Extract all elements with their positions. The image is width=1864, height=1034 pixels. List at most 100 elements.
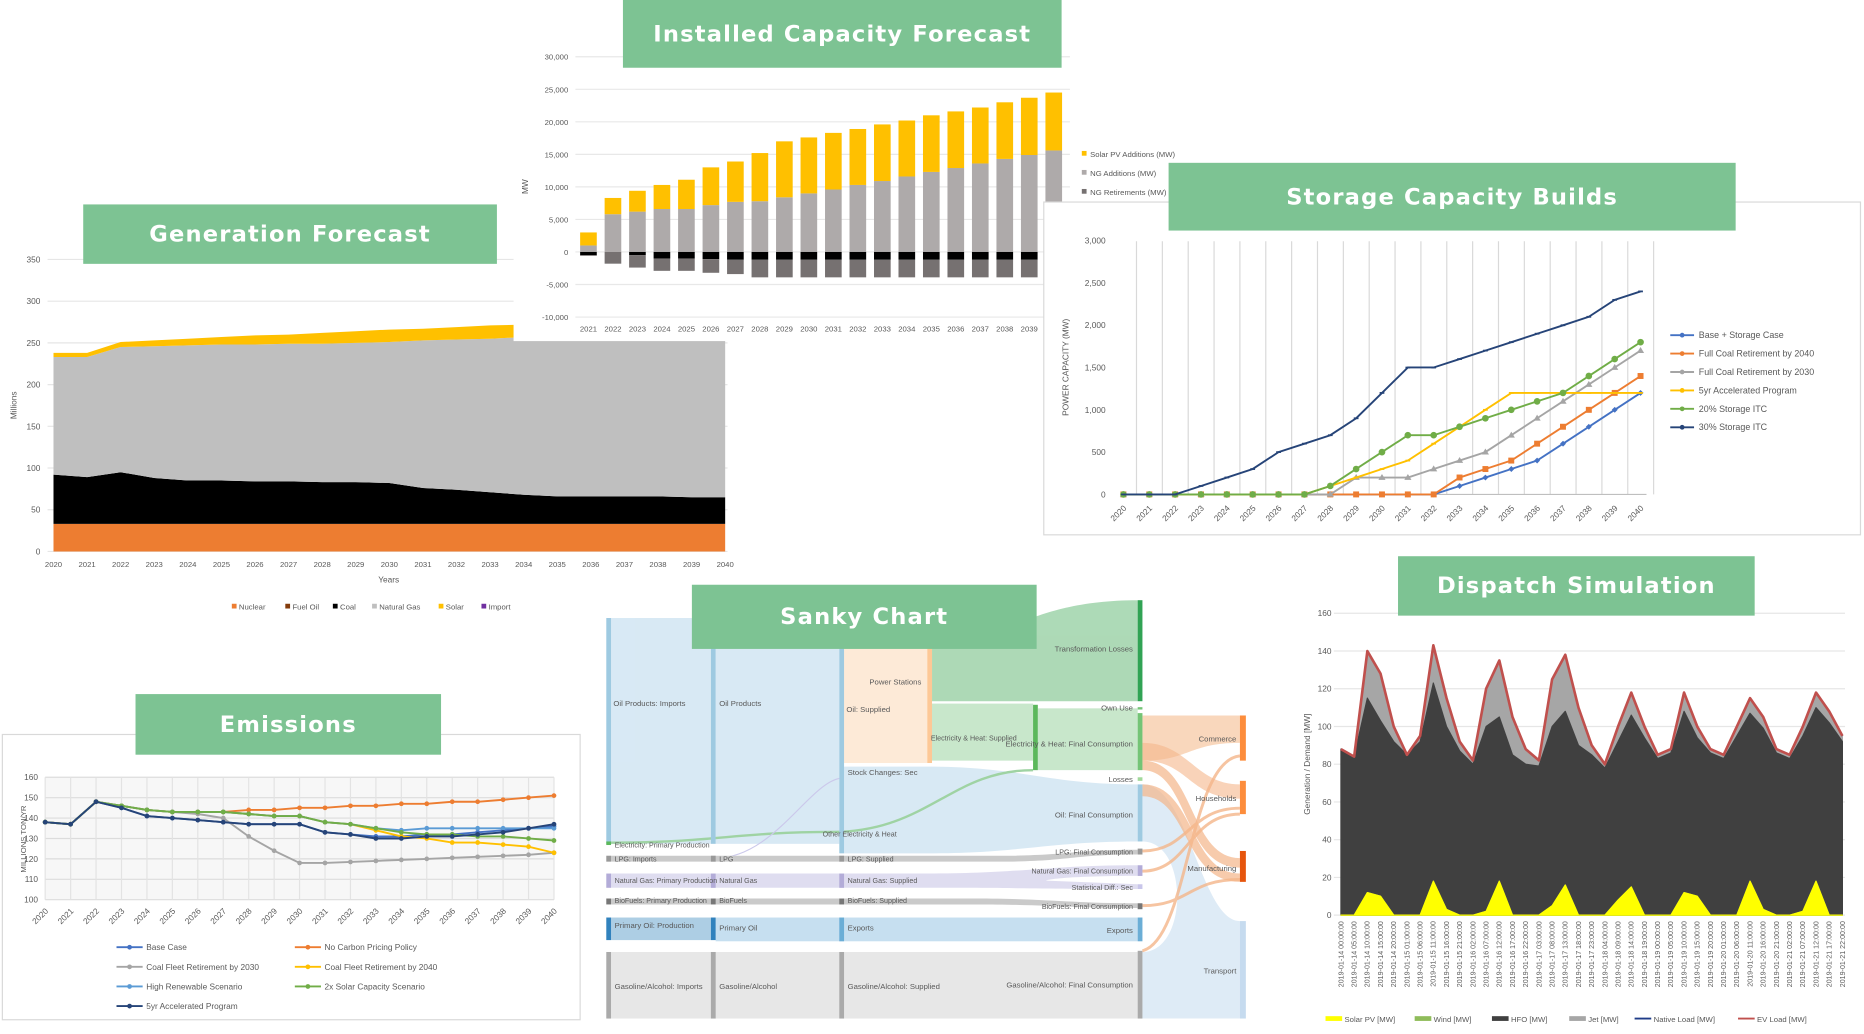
data-point [1430,465,1438,472]
bar-segment [702,259,720,273]
data-point [526,852,531,858]
data-point [475,854,481,860]
bar-segment [800,193,818,252]
bar-segment [996,251,1014,260]
flow [1142,784,1240,1019]
node-label: Gasoline/Alcohol: Supplied [848,982,940,991]
x-tick-label: 2036 [947,325,964,334]
data-point [1404,491,1411,498]
data-point [322,819,328,825]
sankey-flows [611,600,1241,1019]
bar-segment [898,176,916,252]
legend-swatch [1325,1016,1343,1021]
x-tick-label: 2025 [213,560,230,569]
flow [1037,708,1138,771]
bar-segment [653,184,671,210]
legend-label: Nuclear [239,603,266,612]
legend-swatch [1081,169,1087,175]
data-point [271,848,277,854]
x-tick-label: 2019-01-15 06:00:00 [1417,921,1425,987]
bar-segment [874,181,891,252]
node [1137,784,1143,842]
legend-label: Wind [MW] [1434,1015,1472,1024]
x-tick-label: 2026 [246,560,263,569]
bar-segment [922,259,940,278]
x-tick-label: 2031 [414,560,431,569]
y-tick-label: 15,000 [545,150,569,159]
bar-segment [849,251,867,260]
x-tick-label: 2034 [515,560,533,569]
data-point [1326,490,1334,497]
node [927,647,933,764]
legend-marker [127,984,132,989]
legend-swatch [372,603,377,609]
data-point [169,809,175,815]
data-point [348,859,353,865]
node [1137,713,1143,771]
data-point [42,819,48,825]
x-tick-label: 2019-01-19 05:00:00 [1667,921,1675,987]
data-point [526,795,531,801]
node-label: Other Electricity & Heat [823,831,897,839]
legend-label: 30% Storage ITC [1699,422,1768,432]
bar-segment [996,158,1014,252]
storage-capacity-chart: 2020 2021 2022 2023 2024 2025 2026 2027 2028 2029… [1043,201,1862,536]
data-point [500,834,506,839]
legend-marker [1679,369,1685,375]
node-label: Oil Products [719,699,761,708]
data-point [1249,491,1257,498]
bar-segment [825,189,842,252]
data-point [551,838,557,843]
data-point [1559,397,1567,404]
flow [1142,742,1240,799]
bar-segment [922,251,940,260]
node-label: Exports [1107,926,1133,935]
data-point [424,801,430,807]
data-point [1456,483,1463,489]
node-label: BioFuels [719,897,747,905]
data-point [1352,465,1360,473]
node-label: Transport [1204,966,1238,975]
flow [1142,760,1240,868]
data-point [1482,414,1489,422]
flow [611,898,1138,909]
data-point [398,836,404,841]
y-tick-label: 25,000 [545,85,569,94]
bar-segment [898,259,916,278]
y-axis-label: Millions [9,391,19,419]
flow [715,777,840,859]
storage-capacity-title: Storage Capacity Builds [1168,162,1736,231]
y-tick-label: 120 [24,854,38,864]
x-tick-label: 2024 [179,560,197,569]
legend-swatch [1081,188,1087,194]
legend-marker [305,944,311,950]
bar-segment [727,251,744,260]
generation-forecast-title: Generation Forecast [83,204,497,264]
x-tick-label: 2019-01-17 23:00:00 [1588,921,1596,987]
x-tick-label: 2019-01-21 12:00:00 [1812,921,1820,987]
data-point [271,807,277,813]
node-label: Electricity & Heat: Final Consumption [1005,739,1132,748]
x-tick-label: 2019-01-18 14:00:00 [1628,921,1636,987]
flow [932,600,1138,702]
data-point [449,855,455,861]
legend-label: Fuel Oil [292,603,319,612]
x-tick-label: 2019-01-16 22:00:00 [1522,921,1530,987]
sankey-nodes [606,600,1246,1019]
legend-label: Jet [MW] [1588,1015,1618,1024]
x-tick-label: 2019-01-17 13:00:00 [1562,921,1570,987]
flow [611,768,1034,844]
bar-segment [678,209,695,252]
x-tick-label: 2019-01-16 02:00:00 [1469,921,1477,987]
bar-segment [776,141,793,198]
data-point [1353,491,1360,498]
x-tick-label: 2019-01-21 07:00:00 [1799,921,1807,987]
legend-swatch [1081,150,1087,156]
bar-segment [678,251,695,259]
legend-label: Solar PV [MW] [1345,1015,1396,1024]
node [1239,850,1246,882]
data-point [551,850,557,856]
bar-segment [751,153,769,202]
legend-label: Natural Gas [379,603,420,612]
